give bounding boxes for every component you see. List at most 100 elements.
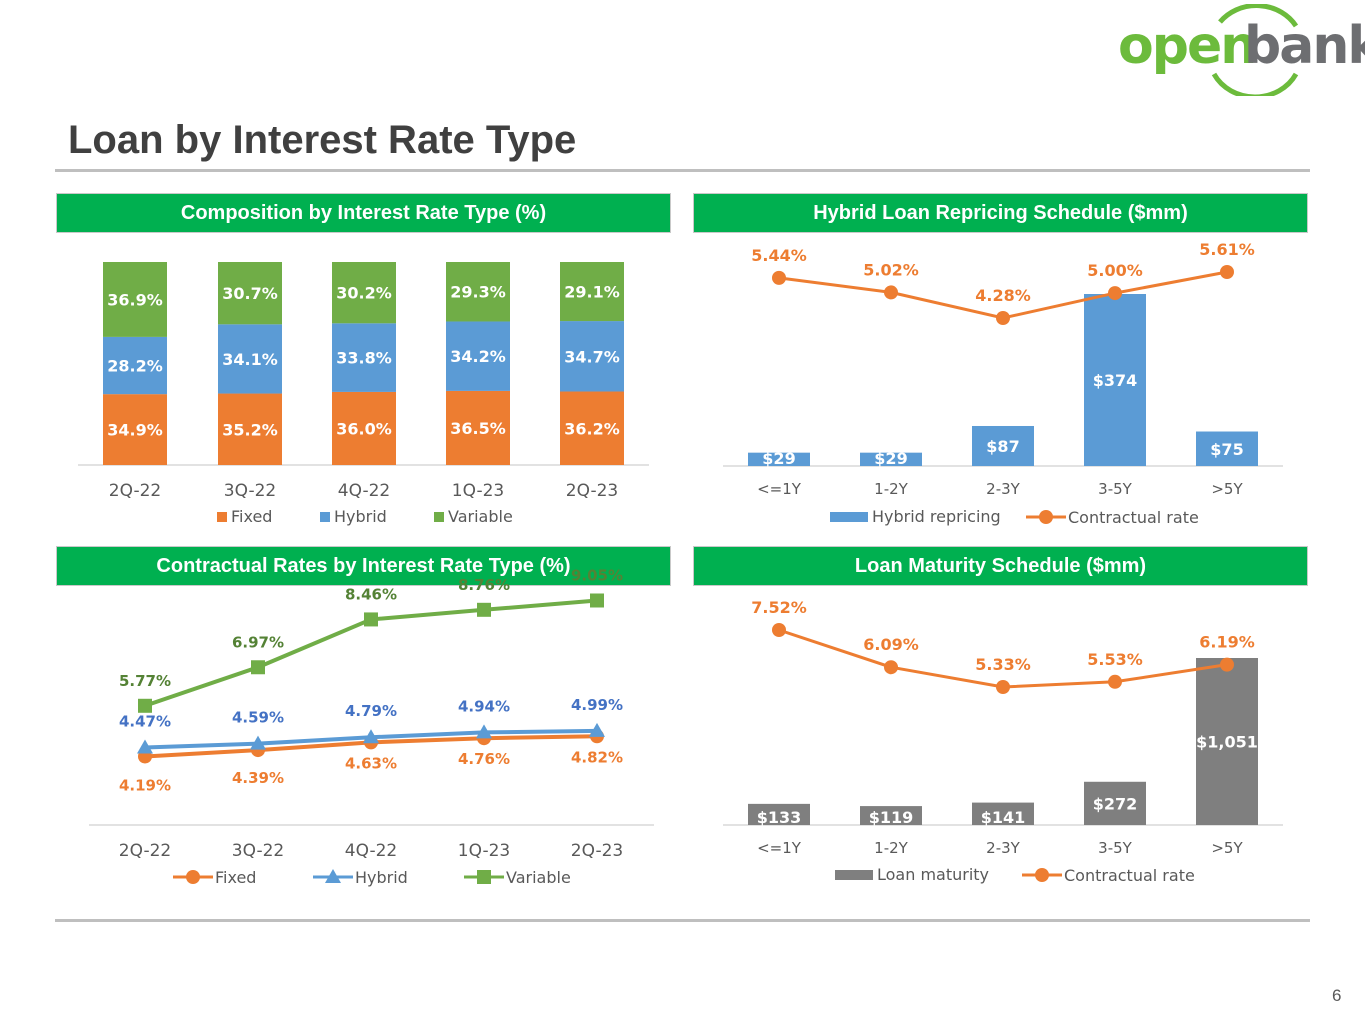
data-label-variable-3q-22: 30.7% bbox=[222, 284, 278, 303]
data-label-variable-2q-22: 5.77% bbox=[119, 672, 171, 690]
bar-loan-maturity-1-2y bbox=[860, 806, 922, 825]
x-tick-3q-22: 3Q-22 bbox=[224, 481, 276, 501]
x-tick-2-3y: 2-3Y bbox=[986, 480, 1020, 498]
x-tick-2-3y: 2-3Y bbox=[986, 839, 1020, 857]
data-label-loan-maturity-3-5y: $272 bbox=[1093, 794, 1138, 813]
point-contractual-rate-1y bbox=[772, 623, 786, 637]
x-tick-3-5y: 3-5Y bbox=[1098, 839, 1132, 857]
loan-maturity-chart-header: Loan Maturity Schedule ($mm) bbox=[693, 546, 1308, 586]
data-label-hybrid-repricing-1y: $29 bbox=[762, 449, 795, 468]
data-label-contractual-rate-3-5y: 5.00% bbox=[1087, 261, 1143, 280]
data-label-contractual-rate-1y: 5.44% bbox=[751, 246, 807, 265]
point-contractual-rate-1-2y bbox=[884, 285, 898, 300]
point-variable-2q-23 bbox=[590, 593, 604, 608]
x-tick-5y: >5Y bbox=[1211, 480, 1243, 498]
composition-chart-header: Composition by Interest Rate Type (%) bbox=[56, 193, 671, 233]
data-label-fixed-2q-22: 4.19% bbox=[119, 777, 171, 795]
bar-loan-maturity-5y bbox=[1196, 658, 1258, 825]
data-label-contractual-rate-2-3y: 4.28% bbox=[975, 286, 1031, 305]
bar-fixed-2q-22 bbox=[103, 394, 167, 465]
data-label-fixed-3q-22: 4.39% bbox=[232, 769, 284, 787]
data-label-loan-maturity-1-2y: $119 bbox=[869, 808, 914, 827]
data-label-hybrid-3q-22: 34.1% bbox=[222, 350, 278, 369]
data-label-hybrid-4q-22: 33.8% bbox=[336, 349, 392, 368]
data-label-hybrid-repricing-1-2y: $29 bbox=[874, 449, 907, 468]
data-label-variable-4q-22: 8.46% bbox=[345, 585, 397, 603]
contractual-rates-chart: 4.19% 4.39% 4.63% 4.76% 4.82% 4.47% 4.59% 4.79%… bbox=[89, 566, 654, 887]
legend-label-fixed: Fixed bbox=[231, 507, 272, 526]
contractual-rates-chart-header: Contractual Rates by Interest Rate Type … bbox=[56, 546, 671, 586]
data-label-hybrid-3q-22: 4.59% bbox=[232, 709, 284, 727]
data-label-contractual-rate-5y: 5.61% bbox=[1199, 240, 1255, 259]
point-contractual-rate-3-5y bbox=[1108, 286, 1122, 301]
point-hybrid-4q-22 bbox=[363, 729, 379, 744]
bar-loan-maturity-2-3y bbox=[972, 802, 1034, 825]
bar-hybrid-repricing-1y bbox=[748, 452, 810, 466]
legend-swatch-loan-maturity bbox=[835, 870, 873, 880]
data-label-fixed-2q-23: 4.82% bbox=[571, 748, 623, 766]
legend-swatch-variable bbox=[434, 512, 444, 522]
bar-hybrid-repricing-1-2y bbox=[860, 452, 922, 466]
data-label-hybrid-repricing-5y: $75 bbox=[1210, 440, 1243, 459]
data-label-variable-2q-23: 9.05% bbox=[571, 566, 623, 584]
point-contractual-rate-1y bbox=[772, 270, 786, 285]
data-label-hybrid-1q-23: 4.94% bbox=[458, 697, 510, 715]
legend-label-hybrid: Hybrid bbox=[355, 868, 408, 887]
bar-hybrid-2q-22 bbox=[103, 336, 167, 395]
data-label-fixed-1q-23: 4.76% bbox=[458, 750, 510, 768]
data-label-hybrid-2q-22: 28.2% bbox=[107, 357, 163, 376]
logo-arc-icon bbox=[1211, 4, 1299, 96]
bar-hybrid-repricing-3-5y bbox=[1084, 294, 1146, 466]
bar-hybrid-3q-22 bbox=[218, 324, 282, 394]
legend-label-contractual-rate: Contractual rate bbox=[1064, 866, 1195, 885]
x-tick-3q-22: 3Q-22 bbox=[232, 841, 284, 861]
x-tick-1y: <=1Y bbox=[757, 480, 802, 498]
legend-label-variable: Variable bbox=[506, 868, 571, 887]
legend-marker-contractual-rate bbox=[1039, 510, 1053, 524]
legend-label-contractual-rate: Contractual rate bbox=[1068, 508, 1199, 527]
data-label-loan-maturity-5y: $1,051 bbox=[1196, 733, 1258, 752]
bar-fixed-3q-22 bbox=[218, 393, 282, 465]
legend-label-fixed: Fixed bbox=[215, 868, 256, 887]
x-tick-1-2y: 1-2Y bbox=[874, 480, 908, 498]
data-label-contractual-rate-3-5y: 5.53% bbox=[1087, 650, 1143, 669]
legend-swatch-hybrid-repricing bbox=[830, 512, 868, 522]
data-label-variable-1q-23: 29.3% bbox=[450, 283, 506, 302]
loan-maturity-chart: $133 <=1Y $119 1-2Y $141 2-3Y $272 3-5Y $1,051 >5… bbox=[723, 598, 1283, 885]
data-label-contractual-rate-2-3y: 5.33% bbox=[975, 655, 1031, 674]
bar-hybrid-4q-22 bbox=[332, 323, 396, 392]
point-contractual-rate-5y bbox=[1220, 657, 1234, 672]
bar-variable-2q-23 bbox=[560, 262, 624, 322]
legend-marker-contractual-rate bbox=[1035, 868, 1049, 882]
data-label-hybrid-4q-22: 4.79% bbox=[345, 702, 397, 720]
data-label-hybrid-2q-22: 4.47% bbox=[119, 713, 171, 731]
bar-hybrid-repricing-5y bbox=[1196, 431, 1258, 466]
x-tick-4q-22: 4Q-22 bbox=[345, 841, 397, 861]
logo-open-text: open bbox=[1118, 16, 1257, 76]
bar-hybrid-repricing-2-3y bbox=[972, 425, 1034, 466]
data-label-fixed-4q-22: 36.0% bbox=[336, 419, 392, 438]
point-contractual-rate-3-5y bbox=[1108, 674, 1122, 689]
data-label-fixed-3q-22: 35.2% bbox=[222, 420, 278, 439]
data-label-fixed-1q-23: 36.5% bbox=[450, 419, 506, 438]
bar-loan-maturity-1y bbox=[748, 803, 810, 825]
point-contractual-rate-2-3y bbox=[996, 680, 1010, 694]
bar-variable-1q-23 bbox=[446, 262, 510, 322]
x-tick-2q-23: 2Q-23 bbox=[571, 841, 623, 861]
legend-swatch-hybrid bbox=[320, 512, 330, 522]
point-hybrid-3q-22 bbox=[250, 735, 266, 750]
point-variable-2q-22 bbox=[138, 698, 152, 713]
point-contractual-rate-1-2y bbox=[884, 660, 898, 675]
data-label-variable-1q-23: 8.76% bbox=[458, 576, 510, 594]
point-hybrid-2q-22 bbox=[137, 739, 153, 754]
bar-hybrid-2q-23 bbox=[560, 321, 624, 392]
data-label-variable-2q-23: 29.1% bbox=[564, 283, 620, 302]
point-variable-3q-22 bbox=[251, 660, 265, 675]
x-tick-4q-22: 4Q-22 bbox=[338, 481, 390, 501]
hybrid-repricing-chart-header: Hybrid Loan Repricing Schedule ($mm) bbox=[693, 193, 1308, 233]
legend-marker-hybrid bbox=[325, 869, 341, 883]
legend-label-hybrid-repricing: Hybrid repricing bbox=[872, 507, 1001, 526]
data-label-contractual-rate-1y: 7.52% bbox=[751, 598, 807, 617]
x-tick-2q-22: 2Q-22 bbox=[109, 481, 161, 501]
legend-swatch-fixed bbox=[217, 512, 227, 522]
